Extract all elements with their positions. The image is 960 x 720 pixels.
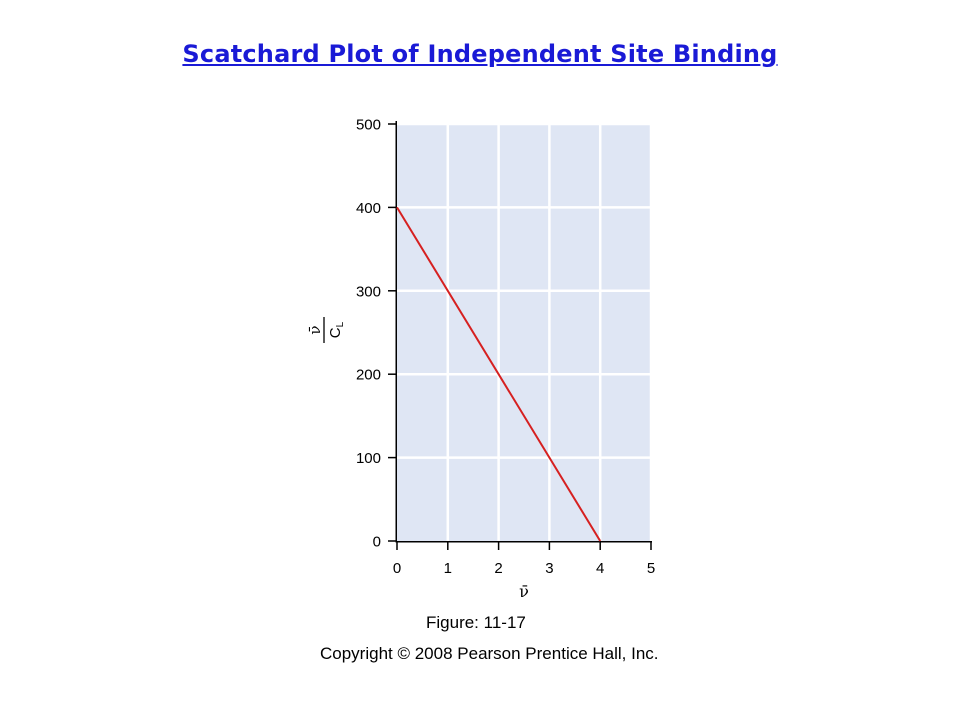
y-tick-label-300: 300: [356, 283, 381, 300]
copyright-notice: Copyright © 2008 Pearson Prentice Hall, …: [320, 644, 659, 663]
data-series: [396, 206, 602, 542]
y-tick-label-100: 100: [356, 450, 381, 467]
y-tick-label-500: 500: [356, 117, 381, 134]
x-tick-label-0: 0: [393, 560, 401, 577]
x-tick-label-4: 4: [596, 560, 604, 577]
y-tick-label-0: 0: [373, 534, 381, 551]
y-axis-label-denominator-main: C: [327, 327, 344, 338]
x-tick-label-5: 5: [647, 560, 655, 577]
y-axis-label-denominator-subscript: L: [335, 321, 346, 327]
grid-lines: [397, 122, 653, 541]
x-axis-label-text: ν̄: [519, 582, 529, 601]
y-axis-label: ν̄ CL: [306, 317, 346, 343]
x-tick-label-2: 2: [494, 560, 502, 577]
slide-title[interactable]: Scatchard Plot of Independent Site Bindi…: [182, 40, 778, 68]
y-tick-label-200: 200: [356, 367, 381, 384]
tick-marks: [388, 123, 652, 550]
series-line-0: [396, 206, 602, 542]
plot-area: [397, 124, 652, 541]
figure-label: Figure: 11-17: [426, 613, 526, 632]
y-axis-label-denominator: CL: [327, 321, 346, 338]
x-axis-label: ν̄: [519, 582, 529, 601]
tick-labels: 0 1 2 3 4 5 0 100 200 300 400 500: [356, 117, 655, 578]
y-tick-label-400: 400: [356, 200, 381, 217]
y-axis-label-numerator: ν̄: [306, 325, 324, 334]
x-tick-label-1: 1: [444, 560, 452, 577]
axes: [395, 121, 652, 543]
x-tick-label-3: 3: [545, 560, 553, 577]
